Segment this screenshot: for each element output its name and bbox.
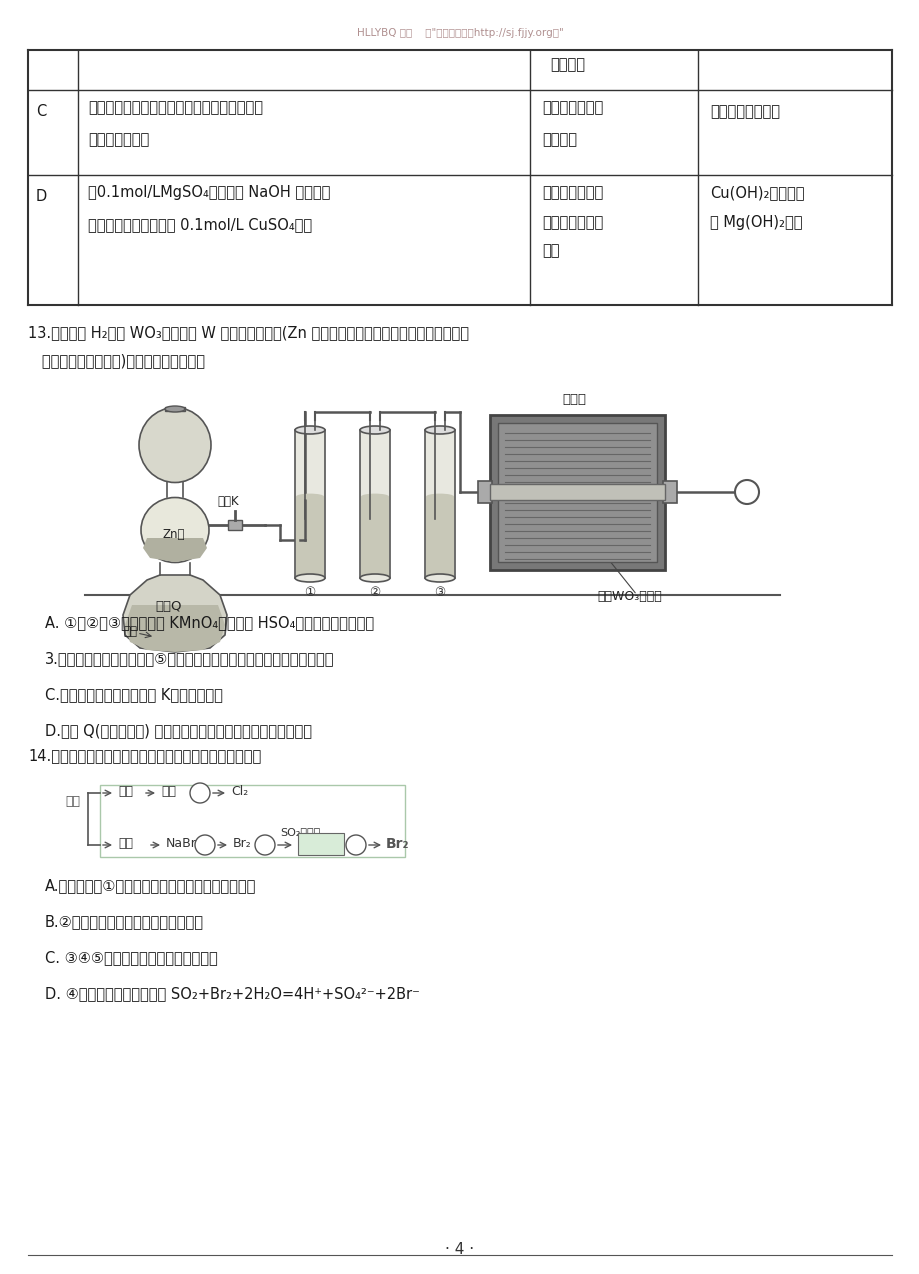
Bar bbox=[228, 520, 242, 530]
Text: Cl₂: Cl₂ bbox=[231, 785, 248, 798]
Text: 盛有WO₃的瓷舟: 盛有WO₃的瓷舟 bbox=[596, 590, 661, 603]
Circle shape bbox=[190, 784, 210, 803]
Circle shape bbox=[195, 834, 215, 855]
Text: ①: ① bbox=[303, 586, 315, 599]
Circle shape bbox=[734, 480, 758, 505]
Text: D. ④中反应的离子方程式为 SO₂+Br₂+2H₂O=4H⁺+SO₄²⁻+2Br⁻: D. ④中反应的离子方程式为 SO₂+Br₂+2H₂O=4H⁺+SO₄²⁻+2B… bbox=[45, 986, 419, 1001]
Text: ⑤: ⑤ bbox=[742, 485, 752, 498]
Text: 海水: 海水 bbox=[65, 795, 80, 808]
Ellipse shape bbox=[296, 493, 323, 499]
Text: 13.实验室用 H₂还原 WO₃制备金属 W 的装置如图所示(Zn 粒中往往含有碳等杂质，焦性没食子酸溶: 13.实验室用 H₂还原 WO₃制备金属 W 的装置如图所示(Zn 粒中往往含有… bbox=[28, 325, 469, 340]
Ellipse shape bbox=[295, 426, 324, 434]
Text: B.②是一个将电能转化为化学能的过程: B.②是一个将电能转化为化学能的过程 bbox=[45, 913, 204, 929]
Text: NaBr: NaBr bbox=[165, 837, 197, 850]
Bar bbox=[100, 785, 404, 857]
Text: 再有沉淠产生，再滴加 0.1mol/L CuSO₄溶液: 再有沉淠产生，再滴加 0.1mol/L CuSO₄溶液 bbox=[88, 217, 312, 232]
Text: 14.下图所示为海水综合利用部分流程，有关说法错误的是: 14.下图所示为海水综合利用部分流程，有关说法错误的是 bbox=[28, 748, 261, 763]
Text: ③: ③ bbox=[434, 586, 445, 599]
Bar bbox=[165, 406, 185, 412]
Text: D: D bbox=[36, 189, 47, 204]
Ellipse shape bbox=[425, 426, 455, 434]
Text: · 4 ·: · 4 · bbox=[445, 1242, 474, 1257]
Bar bbox=[425, 431, 455, 578]
Ellipse shape bbox=[359, 575, 390, 582]
Text: HLLYBQ 整理    供"高中试卷网（http://sj.fjjy.org）": HLLYBQ 整理 供"高中试卷网（http://sj.fjjy.org）" bbox=[357, 28, 562, 38]
Polygon shape bbox=[142, 538, 207, 562]
Ellipse shape bbox=[360, 493, 389, 499]
Text: 金属铝的熔点较低: 金属铝的熔点较低 bbox=[709, 104, 779, 118]
Text: 先有白色沉淠生: 先有白色沉淠生 bbox=[541, 185, 603, 200]
Text: 将0.1mol/LMgSO₄溶液滴入 NaOH 溶液至不: 将0.1mol/LMgSO₄溶液滴入 NaOH 溶液至不 bbox=[88, 185, 330, 200]
Text: 吸收液: 吸收液 bbox=[311, 838, 331, 851]
Bar bbox=[360, 497, 389, 578]
Text: Zn粒: Zn粒 bbox=[163, 527, 186, 541]
Polygon shape bbox=[125, 605, 225, 652]
Ellipse shape bbox=[425, 575, 455, 582]
Bar bbox=[425, 497, 453, 578]
Bar bbox=[296, 497, 323, 578]
Text: 成后变为浅蓝色: 成后变为浅蓝色 bbox=[541, 215, 603, 231]
Text: 固体出现: 固体出现 bbox=[550, 57, 584, 73]
Ellipse shape bbox=[165, 406, 185, 412]
Ellipse shape bbox=[141, 498, 209, 563]
Bar bbox=[359, 431, 390, 578]
Text: 活塞K: 活塞K bbox=[217, 496, 238, 508]
Bar bbox=[497, 423, 656, 562]
Circle shape bbox=[255, 834, 275, 855]
Bar bbox=[663, 482, 676, 503]
Text: 装置Q: 装置Q bbox=[154, 600, 181, 613]
Text: C.结束反应时，先关闭活塞 K，再停止加热: C.结束反应时，先关闭活塞 K，再停止加热 bbox=[45, 687, 222, 702]
Bar bbox=[298, 833, 344, 855]
Circle shape bbox=[346, 834, 366, 855]
Text: A. ①、②、③中依次盛装 KMnO₄溶液、浓 HSO₄、焦性没食子酸溶液: A. ①、②、③中依次盛装 KMnO₄溶液、浓 HSO₄、焦性没食子酸溶液 bbox=[45, 615, 374, 631]
Polygon shape bbox=[123, 575, 227, 652]
Ellipse shape bbox=[139, 408, 210, 483]
Text: A.实验室进行①的操作需用到崩埚、玻璃棒、酒精灯: A.实验室进行①的操作需用到崩埚、玻璃棒、酒精灯 bbox=[45, 878, 256, 893]
Text: 在酒精灯上加热: 在酒精灯上加热 bbox=[88, 132, 149, 147]
Text: C. ③④⑤涉及的反应均为氧化还原反应: C. ③④⑤涉及的反应均为氧化还原反应 bbox=[45, 950, 218, 964]
Ellipse shape bbox=[359, 426, 390, 434]
Text: 母液: 母液 bbox=[118, 837, 133, 850]
Bar bbox=[295, 431, 324, 578]
Text: 沉淠: 沉淠 bbox=[541, 243, 559, 259]
Text: ①: ① bbox=[196, 786, 206, 796]
Bar bbox=[490, 484, 664, 499]
Text: 液用于吸收少量氧气)，下列说法正确的是: 液用于吸收少量氧气)，下列说法正确的是 bbox=[28, 353, 205, 368]
Bar bbox=[490, 415, 664, 569]
Text: 管式炉: 管式炉 bbox=[562, 392, 585, 406]
Text: 精盐: 精盐 bbox=[161, 785, 176, 798]
Text: D.装置 Q(启普发生器) 也可用于二氧化锄与浓盐酸反应制备氯气: D.装置 Q(启普发生器) 也可用于二氧化锄与浓盐酸反应制备氯气 bbox=[45, 724, 312, 738]
Text: ②: ② bbox=[369, 586, 380, 599]
Text: C: C bbox=[36, 104, 46, 118]
Ellipse shape bbox=[295, 575, 324, 582]
Text: Br₂: Br₂ bbox=[233, 837, 252, 850]
Text: ④: ④ bbox=[352, 838, 361, 848]
Text: 滴落下来: 滴落下来 bbox=[541, 132, 576, 147]
Text: 粗盐: 粗盐 bbox=[118, 785, 133, 798]
Text: 盐酸: 盐酸 bbox=[123, 626, 137, 638]
Text: SO₂水溶液: SO₂水溶液 bbox=[279, 827, 320, 837]
Text: Br₂: Br₂ bbox=[386, 837, 409, 851]
Ellipse shape bbox=[425, 493, 453, 499]
Text: 熔化后的液态铝: 熔化后的液态铝 bbox=[541, 99, 603, 115]
Text: ③: ③ bbox=[261, 838, 271, 848]
Text: 比 Mg(OH)₂的小: 比 Mg(OH)₂的小 bbox=[709, 215, 801, 231]
Bar bbox=[478, 482, 492, 503]
Text: Cu(OH)₂的溶度积: Cu(OH)₂的溶度积 bbox=[709, 185, 803, 200]
Text: 3.管式炉加热前，用试管在⑤处收集气体并点燃，通过声音判断气体纯度: 3.管式炉加热前，用试管在⑤处收集气体并点燃，通过声音判断气体纯度 bbox=[45, 651, 335, 666]
Text: 用崩埚钓夹住一小块用砂纸仔细打磨过的铝答: 用崩埚钓夹住一小块用砂纸仔细打磨过的铝答 bbox=[88, 99, 263, 115]
Text: ②: ② bbox=[200, 838, 210, 848]
